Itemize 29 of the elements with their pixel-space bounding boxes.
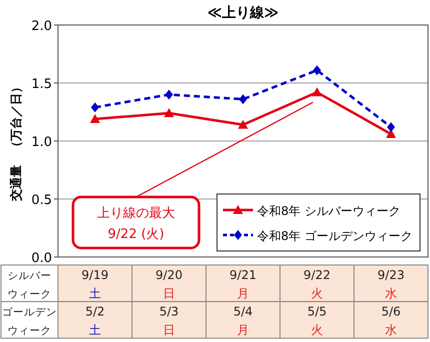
text: ゴールデン xyxy=(2,306,57,319)
y-tick-label: 2.0 xyxy=(31,19,52,34)
point xyxy=(312,87,322,96)
text: ウィーク xyxy=(8,288,52,300)
point xyxy=(387,122,395,132)
x-tick-label: 9/21 月 5/4 月 xyxy=(230,268,256,337)
annotation: 上り線の最大 9/22 (火) xyxy=(97,206,175,242)
text: ウィーク xyxy=(8,324,52,337)
y-tick-label: 1.5 xyxy=(31,77,52,92)
text: シルバー xyxy=(8,270,52,282)
x-tick-label: 9/22 火 5/5 火 xyxy=(304,268,330,337)
point xyxy=(239,94,247,104)
y-tick-label: 0.5 xyxy=(31,193,52,208)
point xyxy=(165,90,173,100)
point xyxy=(238,120,248,129)
legend-label: 令和8年 シルバーウィーク xyxy=(257,204,400,218)
y-tick-label: 1.0 xyxy=(31,135,52,150)
x-tick-label: 9/20 日 5/3 日 xyxy=(156,268,182,337)
x-tick-label: 9/19 土 5/2 土 xyxy=(82,268,108,337)
point xyxy=(386,129,396,138)
point xyxy=(90,114,100,123)
point xyxy=(313,65,321,76)
legend-label: 令和8年 ゴールデンウィーク xyxy=(257,229,412,243)
x-tick-label: 9/23 水 5/6 水 xyxy=(378,268,404,337)
chart-title: ≪上り線≫ xyxy=(207,5,279,21)
point xyxy=(164,108,174,118)
y-axis-title: 交通量 （万台／日） xyxy=(9,81,23,202)
y-tick-label: 0.0 xyxy=(31,251,52,266)
point xyxy=(91,102,99,112)
